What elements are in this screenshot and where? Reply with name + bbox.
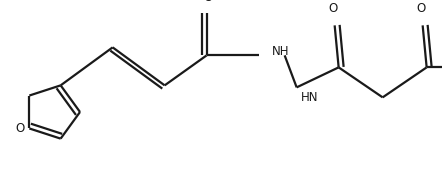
Text: O: O: [328, 2, 337, 15]
Text: NH: NH: [272, 45, 289, 58]
Text: HN: HN: [301, 91, 318, 104]
Text: O: O: [416, 2, 425, 15]
Text: O: O: [16, 122, 25, 135]
Text: O: O: [203, 0, 212, 4]
